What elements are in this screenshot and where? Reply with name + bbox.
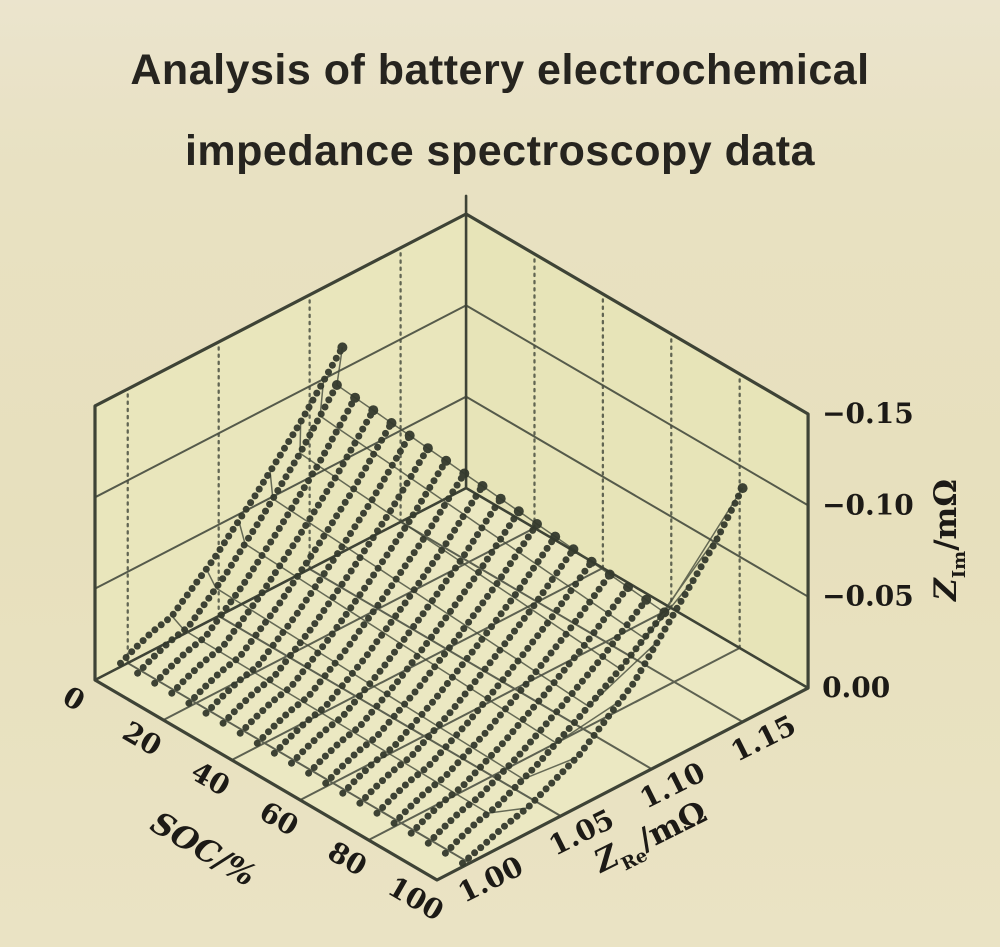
eis-curve-soc-40 [253,468,470,747]
soc-tick-label: 0 [57,680,90,718]
soc-tick-label: 20 [117,715,167,763]
zim-tick-label: −0.15 [822,397,914,430]
curve-end-dot [386,418,397,428]
eis-curve-soc-45 [270,481,488,757]
curve-end-dot [422,443,433,454]
floor-gridline-zre [400,521,744,723]
eis-curve-soc-50 [288,493,506,767]
page-title-line-1: Analysis of battery electrochemical [130,46,870,94]
eis-curve-soc-95 [441,607,670,857]
curve-end-dot [337,342,348,353]
right-wall-face [466,213,809,689]
curve-end-dot [604,569,615,580]
curve-end-dot [568,544,579,555]
curve-end-dot [586,556,597,567]
soc-tick-label: 60 [254,795,304,843]
zim-axis-title: ZIm/mΩ [928,479,970,603]
zim-tick-label: −0.05 [822,580,914,613]
floor-gridline-soc [162,527,535,721]
zim-tick-label: −0.10 [822,488,914,521]
curve-end-dot [513,506,524,517]
curve-end-dot [550,531,561,542]
eis-curves [117,342,748,867]
curve-end-dot [641,594,652,605]
eis-curve-soc-30 [219,443,433,727]
curve-end-dot [331,380,342,390]
eis-curve-soc-70 [356,544,579,807]
eis-curve-soc-15 [168,405,379,697]
soc-axis-title: SOC/% [144,805,261,894]
curve-end-dot [737,483,748,494]
zim-tick-label: 0.00 [822,671,890,704]
floor-gridline-zre [127,662,471,864]
floor-gridline-zre [218,615,562,817]
eis-curve-soc-80 [390,569,615,827]
eis-curve-soc-20 [185,418,397,707]
curve-end-dot [459,468,470,479]
eis-curve-soc-10 [151,392,361,687]
eis-curve-soc-65 [339,531,561,797]
eis-curve-soc-25 [202,430,415,717]
curve-end-dot [623,582,633,593]
curve-end-dot [477,481,488,491]
eis-curve-soc-90 [424,594,652,847]
eis-curve-soc-75 [373,556,597,817]
soc-tick-label: 80 [322,835,372,883]
eis-curve-soc-55 [305,506,524,777]
curve-end-dot [350,392,361,403]
page-title-line-2: impedance spectroscopy data [184,127,816,175]
curve-end-dot [532,519,542,529]
curve-end-dot [659,607,670,618]
eis-curve-soc-60 [322,519,542,787]
soc-tick-label: 40 [185,755,235,803]
eis-curve-soc-85 [407,582,633,837]
curve-end-dot [404,430,415,441]
left-wall-face [95,213,467,680]
eis-curve-soc-0 [117,342,348,667]
curve-end-dot [368,405,379,416]
eis-curve-soc-35 [236,455,452,737]
box-outer-edges [93,212,810,882]
zim-axis-ticks: 0.00 −0.05 −0.10 −0.15 [822,397,914,704]
eis-curve-soc-100 [459,483,748,867]
curve-end-dot [495,493,506,504]
curve-end-dot [441,455,452,466]
eis-curve-soc-5 [134,380,342,677]
